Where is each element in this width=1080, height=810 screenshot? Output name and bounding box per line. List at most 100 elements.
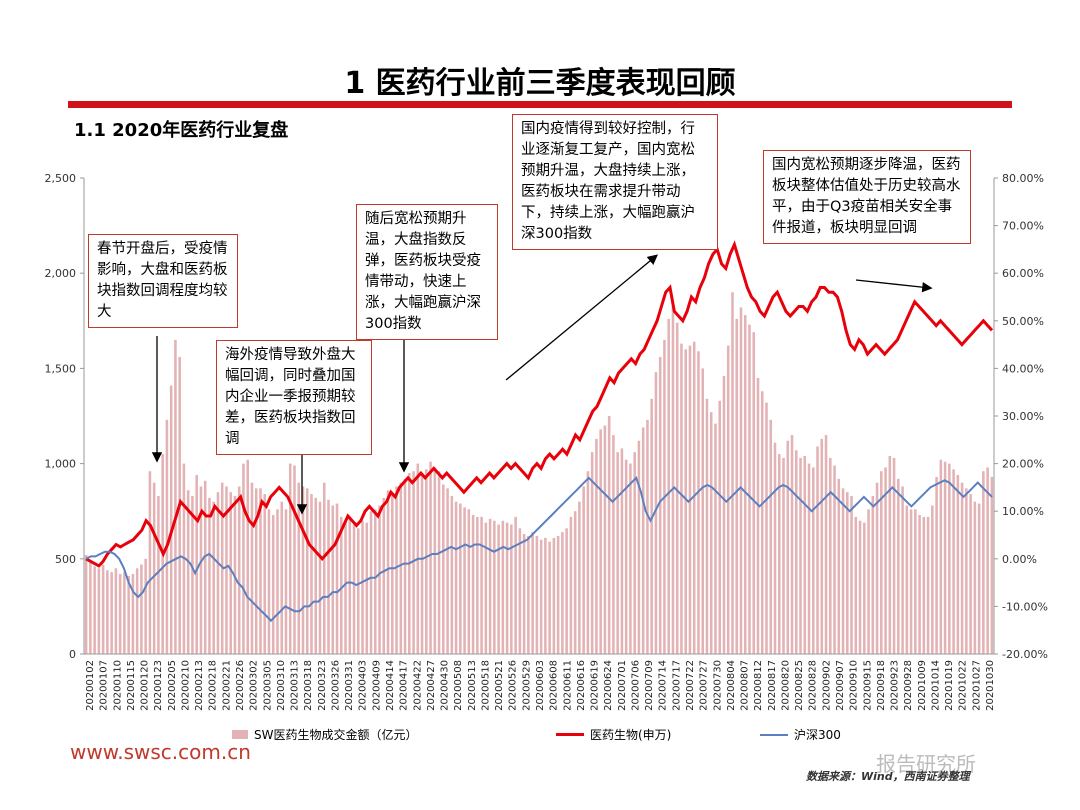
x-tick-label: 20200427 bbox=[426, 660, 437, 711]
turnover-bar bbox=[897, 478, 900, 654]
turnover-bar bbox=[760, 391, 764, 654]
turnover-bar bbox=[463, 507, 466, 654]
turnover-bar bbox=[986, 467, 989, 654]
turnover-bar bbox=[820, 438, 824, 654]
y-left-tick-label: 500 bbox=[55, 553, 76, 566]
x-tick-label: 20200218 bbox=[208, 660, 219, 711]
turnover-bar bbox=[267, 509, 271, 654]
turnover-bar bbox=[395, 486, 398, 654]
turnover-bar bbox=[854, 516, 858, 654]
turnover-bar bbox=[276, 509, 279, 654]
turnover-bar bbox=[467, 509, 471, 654]
turnover-bar bbox=[140, 564, 143, 654]
x-tick-label: 20200727 bbox=[699, 660, 710, 711]
turnover-bar bbox=[539, 539, 543, 654]
turnover-bar bbox=[335, 503, 339, 654]
turnover-bar bbox=[246, 459, 249, 654]
turnover-bar bbox=[327, 499, 330, 654]
y-right-tick-label: -20.00% bbox=[1002, 648, 1048, 661]
turnover-bar bbox=[174, 339, 177, 654]
source-note: 数据来源：Wind，西南证券整理 bbox=[806, 770, 970, 783]
turnover-bar bbox=[352, 524, 356, 654]
x-tick-label: 20200619 bbox=[590, 660, 601, 711]
turnover-bar bbox=[846, 492, 849, 654]
turnover-bar bbox=[310, 494, 313, 654]
x-tick-label: 20200107 bbox=[99, 660, 110, 711]
y-right-tick-label: 70.00% bbox=[1002, 220, 1044, 233]
turnover-bar bbox=[429, 461, 432, 654]
x-tick-label: 20200123 bbox=[153, 660, 164, 711]
turnover-bar bbox=[361, 520, 364, 654]
x-tick-label: 20200907 bbox=[835, 660, 846, 711]
title-underline bbox=[68, 101, 1012, 108]
turnover-bar bbox=[939, 459, 943, 654]
turnover-bar bbox=[544, 537, 547, 654]
page-title: 1 医药行业前三季度表现回顾 bbox=[344, 66, 736, 101]
x-tick-label: 20200417 bbox=[399, 660, 410, 711]
x-tick-label: 20200508 bbox=[453, 660, 464, 711]
turnover-bar bbox=[875, 482, 879, 654]
turnover-bar bbox=[135, 568, 139, 654]
turnover-bar bbox=[833, 465, 836, 654]
turnover-bar bbox=[165, 419, 169, 654]
turnover-bar bbox=[965, 488, 968, 654]
turnover-bar bbox=[459, 503, 462, 654]
y-left-tick-label: 0 bbox=[69, 648, 76, 661]
turnover-bar bbox=[969, 494, 972, 654]
x-tick-label: 20200110 bbox=[112, 660, 123, 711]
turnover-bar bbox=[620, 448, 624, 654]
legend-swatch-sw-pharma bbox=[556, 733, 584, 736]
x-tick-label: 20200717 bbox=[671, 660, 682, 711]
turnover-bar bbox=[288, 463, 292, 654]
turnover-bar bbox=[284, 509, 288, 654]
turnover-bar bbox=[680, 343, 683, 654]
turnover-bar bbox=[943, 461, 947, 654]
turnover-bar bbox=[216, 492, 220, 654]
turnover-bar bbox=[331, 505, 335, 654]
turnover-bar bbox=[454, 501, 458, 654]
turnover-bar bbox=[374, 509, 377, 654]
turnover-bar bbox=[514, 516, 517, 654]
turnover-bar bbox=[101, 564, 105, 654]
x-tick-label: 20201014 bbox=[930, 660, 941, 711]
legend-turnover: SW医药生物成交金额（亿元） bbox=[232, 726, 417, 743]
x-tick-label: 20200102 bbox=[85, 660, 96, 711]
x-tick-label: 20200521 bbox=[494, 660, 505, 711]
x-tick-label: 20200825 bbox=[794, 660, 805, 711]
turnover-bar bbox=[624, 459, 628, 654]
turnover-bar bbox=[671, 303, 675, 654]
turnover-bar bbox=[488, 518, 492, 654]
legend-label-hs300: 沪深300 bbox=[794, 728, 841, 742]
turnover-bar bbox=[782, 457, 785, 654]
annotation-easing-rebound: 随后宽松预期升温，大盘指数反弹，医药板块受疫情带动，快速上涨，大幅跑赢沪深300… bbox=[356, 204, 498, 340]
turnover-bar bbox=[718, 400, 721, 654]
x-tick-label: 20200205 bbox=[167, 660, 178, 711]
x-tick-label: 20200918 bbox=[876, 660, 887, 711]
annotation-arrows bbox=[151, 254, 933, 515]
x-tick-label: 20200603 bbox=[535, 660, 546, 711]
turnover-bar bbox=[271, 515, 275, 654]
turnover-bar bbox=[259, 488, 262, 654]
website-url: www.swsc.com.cn bbox=[70, 740, 251, 764]
turnover-bar bbox=[403, 478, 407, 654]
turnover-bar bbox=[926, 516, 930, 654]
x-tick-label: 20200115 bbox=[126, 660, 137, 711]
turnover-bar bbox=[382, 497, 386, 654]
turnover-bar bbox=[131, 574, 135, 654]
turnover-bar bbox=[446, 488, 449, 654]
x-tick-label: 20200807 bbox=[740, 660, 751, 711]
turnover-bar bbox=[169, 385, 173, 654]
turnover-bar bbox=[195, 475, 198, 654]
turnover-bar bbox=[803, 455, 807, 654]
x-tick-label: 20200828 bbox=[808, 660, 819, 711]
x-tick-label: 20200326 bbox=[330, 660, 341, 711]
section-subtitle: 1.1 2020年医药行业复盘 bbox=[74, 120, 289, 141]
legend-swatch-turnover bbox=[232, 730, 248, 739]
annotation-domestic-control: 国内疫情得到较好控制，行业逐渐复工复产，国内宽松预期升温，大盘持续上涨，医药板块… bbox=[512, 114, 718, 250]
x-tick-label: 20201019 bbox=[944, 660, 955, 711]
turnover-bar bbox=[322, 482, 326, 654]
turnover-bar bbox=[369, 511, 373, 654]
y-right-tick-label: 60.00% bbox=[1002, 267, 1044, 280]
turnover-bar bbox=[931, 505, 934, 654]
